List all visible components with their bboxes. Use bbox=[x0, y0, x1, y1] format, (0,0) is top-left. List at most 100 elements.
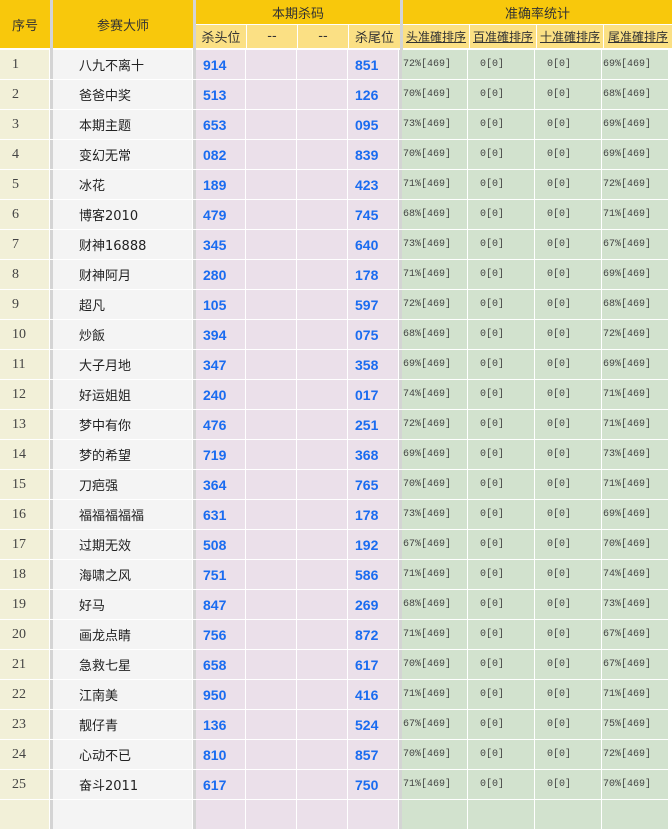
stat-head-accuracy: 68%[469] bbox=[402, 320, 468, 349]
kill-tail-number: 251 bbox=[348, 410, 399, 439]
master-name: 梦的希望 bbox=[53, 440, 193, 469]
master-name: 好马 bbox=[53, 590, 193, 619]
sort-hundreds-accuracy-link[interactable]: 百准確排序 bbox=[470, 25, 536, 48]
stat-tens-accuracy: 0[0] bbox=[535, 410, 602, 439]
column-divider bbox=[399, 470, 402, 499]
stat-tail-accuracy: 71%[469] bbox=[602, 680, 669, 709]
kill-blank-1 bbox=[246, 50, 297, 79]
table-row: 7 财神16888 345 640 73%[469] 0[0] 0[0] 67%[469] bbox=[0, 230, 672, 260]
table-row: 2 爸爸中奖 513 126 70%[469] 0[0] 0[0] 68%[469] bbox=[0, 80, 672, 110]
kill-tail-number: 192 bbox=[348, 530, 399, 559]
kill-blank-2 bbox=[297, 440, 348, 469]
sort-tail-accuracy-link[interactable]: 尾准確排序 bbox=[604, 25, 672, 48]
stat-hundreds-accuracy: 0[0] bbox=[468, 380, 535, 409]
stat-tens-accuracy: 0[0] bbox=[535, 170, 602, 199]
kill-tail-number: 017 bbox=[348, 380, 399, 409]
stat-hundreds-accuracy: 0[0] bbox=[468, 740, 535, 769]
table-row: 4 变幻无常 082 839 70%[469] 0[0] 0[0] 69%[469] bbox=[0, 140, 672, 170]
sort-tens-accuracy-link[interactable]: 十准確排序 bbox=[537, 25, 603, 48]
row-index: 20 bbox=[0, 620, 50, 649]
column-divider bbox=[193, 230, 196, 259]
stat-hundreds-accuracy bbox=[468, 800, 535, 829]
column-divider bbox=[399, 500, 402, 529]
row-index: 13 bbox=[0, 410, 50, 439]
header-index: 序号 bbox=[0, 0, 50, 48]
kill-tail-number: 765 bbox=[348, 470, 399, 499]
kill-blank-1 bbox=[246, 320, 297, 349]
kill-blank-1 bbox=[246, 380, 297, 409]
kill-blank-1 bbox=[246, 500, 297, 529]
header-kill-head: 杀头位 bbox=[196, 25, 246, 48]
column-divider bbox=[50, 50, 53, 79]
stat-tail-accuracy: 71%[469] bbox=[602, 470, 669, 499]
stat-head-accuracy: 71%[469] bbox=[402, 770, 468, 799]
master-name: 本期主题 bbox=[53, 110, 193, 139]
kill-head-number: 345 bbox=[196, 230, 246, 259]
kill-blank-2 bbox=[297, 800, 348, 829]
row-index: 17 bbox=[0, 530, 50, 559]
kill-blank-2 bbox=[297, 530, 348, 559]
kill-tail-number: 750 bbox=[348, 770, 399, 799]
header-master: 参赛大师 bbox=[53, 0, 193, 48]
kill-head-number: 364 bbox=[196, 470, 246, 499]
column-divider bbox=[193, 680, 196, 709]
column-divider bbox=[399, 350, 402, 379]
master-name: 好运姐姐 bbox=[53, 380, 193, 409]
row-index: 14 bbox=[0, 440, 50, 469]
stat-tail-accuracy: 70%[469] bbox=[602, 770, 669, 799]
kill-blank-2 bbox=[297, 740, 348, 769]
stat-head-accuracy: 71%[469] bbox=[402, 620, 468, 649]
kill-head-number bbox=[196, 800, 246, 829]
kill-tail-number: 358 bbox=[348, 350, 399, 379]
kill-blank-1 bbox=[246, 620, 297, 649]
column-divider bbox=[193, 560, 196, 589]
kill-blank-2 bbox=[297, 680, 348, 709]
master-name: 变幻无常 bbox=[53, 140, 193, 169]
kill-tail-number: 126 bbox=[348, 80, 399, 109]
column-divider bbox=[399, 110, 402, 139]
kill-tail-number: 640 bbox=[348, 230, 399, 259]
column-divider bbox=[50, 650, 53, 679]
stat-head-accuracy: 70%[469] bbox=[402, 80, 468, 109]
stat-head-accuracy: 71%[469] bbox=[402, 560, 468, 589]
kill-blank-2 bbox=[297, 470, 348, 499]
stat-hundreds-accuracy: 0[0] bbox=[468, 620, 535, 649]
stat-tens-accuracy: 0[0] bbox=[535, 710, 602, 739]
stat-head-accuracy: 71%[469] bbox=[402, 680, 468, 709]
stat-tens-accuracy: 0[0] bbox=[535, 590, 602, 619]
column-divider bbox=[193, 350, 196, 379]
column-divider bbox=[50, 470, 53, 499]
master-name: 超凡 bbox=[53, 290, 193, 319]
stat-tens-accuracy: 0[0] bbox=[535, 230, 602, 259]
kill-blank-1 bbox=[246, 200, 297, 229]
column-divider bbox=[50, 680, 53, 709]
kill-blank-1 bbox=[246, 110, 297, 139]
kill-head-number: 756 bbox=[196, 620, 246, 649]
stat-tail-accuracy: 72%[469] bbox=[602, 170, 669, 199]
table-row: 25 奋斗2011 617 750 71%[469] 0[0] 0[0] 70%[469] bbox=[0, 770, 672, 800]
kill-blank-1 bbox=[246, 740, 297, 769]
column-divider bbox=[399, 50, 402, 79]
stat-tens-accuracy: 0[0] bbox=[535, 650, 602, 679]
column-divider bbox=[399, 140, 402, 169]
sort-head-accuracy-link[interactable]: 头准確排序 bbox=[403, 25, 469, 48]
stat-tens-accuracy: 0[0] bbox=[535, 260, 602, 289]
kill-blank-1 bbox=[246, 230, 297, 259]
stat-tens-accuracy: 0[0] bbox=[535, 200, 602, 229]
stat-tail-accuracy: 71%[469] bbox=[602, 200, 669, 229]
kill-blank-1 bbox=[246, 680, 297, 709]
row-index: 22 bbox=[0, 680, 50, 709]
column-divider bbox=[50, 710, 53, 739]
column-divider bbox=[399, 710, 402, 739]
master-name: 过期无效 bbox=[53, 530, 193, 559]
table-header: 序号 参赛大师 本期杀码 杀头位 -- -- 杀尾位 准确率统计 头准確排序 百… bbox=[0, 0, 672, 50]
row-index: 21 bbox=[0, 650, 50, 679]
column-divider bbox=[50, 350, 53, 379]
column-divider bbox=[193, 440, 196, 469]
stat-head-accuracy: 68%[469] bbox=[402, 200, 468, 229]
stat-tail-accuracy: 69%[469] bbox=[602, 140, 669, 169]
column-divider bbox=[50, 260, 53, 289]
stat-hundreds-accuracy: 0[0] bbox=[468, 440, 535, 469]
table-row: 19 好马 847 269 68%[469] 0[0] 0[0] 73%[469] bbox=[0, 590, 672, 620]
kill-head-number: 136 bbox=[196, 710, 246, 739]
